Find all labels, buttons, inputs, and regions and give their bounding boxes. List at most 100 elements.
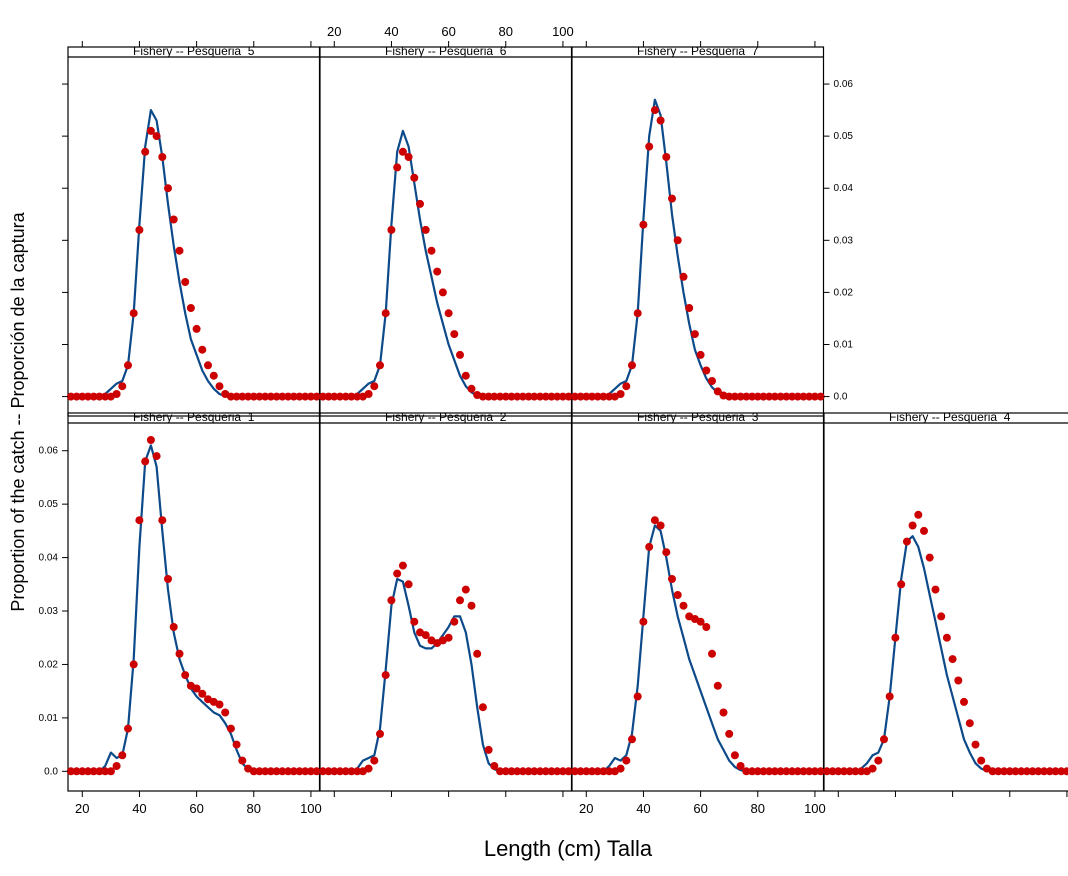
x-tick-label: 100 bbox=[804, 801, 826, 816]
observed-point bbox=[908, 521, 917, 530]
panel-1: Fishery -- Pesqueria_1 bbox=[66, 410, 321, 792]
observed-point bbox=[558, 767, 567, 776]
observed-point bbox=[816, 767, 825, 776]
observed-point bbox=[942, 633, 951, 642]
observed-point bbox=[416, 199, 424, 208]
observed-point bbox=[478, 392, 487, 401]
observed-point bbox=[576, 392, 585, 401]
y-tick-label: 0.01 bbox=[834, 339, 854, 350]
observed-point bbox=[616, 764, 625, 773]
observed-point bbox=[679, 272, 688, 281]
observed-point bbox=[318, 392, 327, 401]
panel-2: Fishery -- Pesqueria_2 bbox=[318, 410, 573, 792]
observed-point bbox=[473, 649, 482, 658]
observed-point bbox=[215, 382, 224, 391]
y-tick-label: 0.04 bbox=[834, 183, 854, 194]
observed-point bbox=[427, 246, 436, 255]
observed-point bbox=[164, 575, 172, 583]
y-tick-label: 0.06 bbox=[39, 446, 59, 457]
observed-point bbox=[112, 390, 121, 398]
observed-point bbox=[588, 392, 596, 401]
observed-point bbox=[209, 371, 218, 380]
observed-point bbox=[490, 392, 499, 401]
observed-point bbox=[490, 762, 499, 770]
observed-point bbox=[78, 392, 87, 401]
observed-point bbox=[1062, 767, 1068, 776]
panel-3: Fishery -- Pesqueria_3 bbox=[570, 410, 825, 792]
observed-point bbox=[238, 756, 247, 765]
observed-point bbox=[553, 767, 562, 776]
observed-point bbox=[336, 392, 344, 401]
observed-point bbox=[668, 194, 676, 203]
observed-point bbox=[484, 392, 493, 401]
observed-point bbox=[988, 767, 997, 776]
observed-point bbox=[633, 692, 642, 701]
observed-point bbox=[158, 153, 167, 161]
observed-point bbox=[152, 132, 161, 141]
observed-point bbox=[255, 767, 264, 776]
x-tick-label: 60 bbox=[693, 801, 707, 816]
observed-point bbox=[656, 116, 665, 125]
observed-point bbox=[914, 510, 923, 519]
observed-point bbox=[66, 392, 75, 401]
observed-point bbox=[971, 740, 980, 749]
observed-point bbox=[232, 392, 241, 401]
observed-point bbox=[232, 740, 241, 749]
observed-point bbox=[776, 392, 785, 401]
observed-point bbox=[364, 764, 373, 773]
observed-point bbox=[301, 392, 310, 401]
observed-point bbox=[891, 633, 900, 642]
observed-point bbox=[628, 361, 636, 370]
observed-point bbox=[95, 767, 104, 776]
observed-point bbox=[730, 392, 739, 401]
y-tick-label: 0.0 bbox=[834, 392, 848, 403]
observed-point bbox=[398, 561, 407, 570]
observed-point bbox=[650, 106, 659, 115]
observed-point bbox=[376, 729, 384, 738]
observed-point bbox=[708, 649, 716, 658]
y-tick-label: 0.06 bbox=[834, 79, 854, 90]
observed-point bbox=[742, 767, 751, 776]
observed-point bbox=[410, 173, 419, 182]
observed-point bbox=[261, 392, 270, 401]
y-axis-label: Proportion of the catch -- Proporción de… bbox=[8, 211, 28, 611]
observed-point bbox=[284, 392, 293, 401]
observed-point bbox=[215, 700, 224, 709]
observed-point bbox=[381, 309, 390, 318]
panel-title: Fishery -- Pesqueria_2 bbox=[385, 410, 507, 424]
x-tick-label: 40 bbox=[636, 801, 650, 816]
observed-point bbox=[931, 585, 940, 594]
observed-point bbox=[78, 767, 87, 776]
observed-point bbox=[249, 392, 258, 401]
observed-point bbox=[295, 767, 304, 776]
observed-point bbox=[753, 392, 762, 401]
observed-point bbox=[101, 767, 110, 776]
observed-point bbox=[920, 526, 928, 535]
observed-point bbox=[393, 569, 402, 578]
observed-point bbox=[450, 330, 459, 339]
observed-point bbox=[725, 729, 734, 738]
panel-5: Fishery -- Pesqueria_5 bbox=[66, 44, 321, 417]
observed-point bbox=[518, 767, 527, 776]
observed-point bbox=[295, 392, 304, 401]
observed-point bbox=[725, 392, 734, 401]
panel-frame bbox=[823, 412, 1068, 792]
observed-point bbox=[599, 392, 608, 401]
observed-point bbox=[496, 392, 505, 401]
observed-point bbox=[393, 163, 402, 172]
observed-point bbox=[805, 392, 814, 401]
observed-point bbox=[387, 596, 396, 605]
observed-point bbox=[874, 756, 883, 765]
observed-point bbox=[112, 762, 121, 770]
observed-point bbox=[605, 767, 614, 776]
observed-point bbox=[501, 767, 510, 776]
observed-point bbox=[1022, 767, 1031, 776]
observed-point bbox=[868, 764, 877, 773]
observed-point bbox=[387, 225, 396, 234]
observed-point bbox=[158, 516, 167, 525]
observed-point bbox=[169, 215, 178, 224]
observed-point bbox=[306, 767, 315, 776]
observed-point bbox=[421, 631, 430, 640]
